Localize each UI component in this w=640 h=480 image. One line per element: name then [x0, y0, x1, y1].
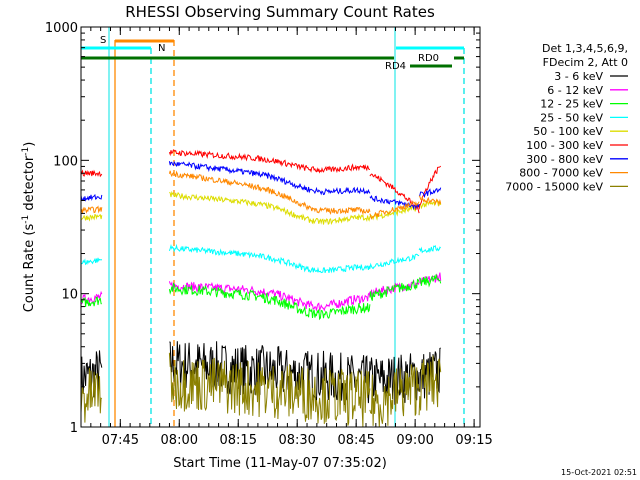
series-line	[80, 243, 442, 274]
series-line	[80, 190, 442, 226]
y-tick-label: 1000	[45, 21, 78, 36]
x-tick-label: 07:45	[102, 433, 139, 448]
legend-entry-label: 25 - 50 keV	[540, 111, 603, 124]
x-axis-label: Start Time (11-May-07 07:35:02)	[173, 456, 387, 471]
x-tick-label: 08:15	[220, 433, 257, 448]
x-tick-label: 08:30	[278, 433, 315, 448]
series-line	[80, 272, 442, 312]
legend-entry-label: 800 - 7000 keV	[519, 167, 603, 180]
data-layer: S N RD0 RD4	[80, 27, 465, 428]
series-line	[80, 160, 442, 210]
saa-label: S	[100, 35, 106, 46]
chart-title: RHESSI Observing Summary Count Rates	[125, 3, 435, 21]
axes-layer: 07:45 08:00 08:15 08:30 08:45 09:00 09:15 1 10 10…	[45, 21, 493, 448]
legend-entry-label: 3 - 6 keV	[554, 70, 603, 83]
legend-entry-label: 6 - 12 keV	[547, 84, 603, 97]
x-tick-label: 08:00	[161, 433, 198, 448]
y-tick-label: 1	[70, 421, 78, 436]
legend: Det 1,3,4,5,6,9, FDecim 2, Att 0 3 - 6 k…	[505, 42, 628, 193]
legend-header-line2: FDecim 2, Att 0	[543, 56, 628, 69]
y-axis-label: Count Rate (s-1 detector-1)	[21, 142, 37, 313]
y-axis-label-main: Count Rate (s	[22, 224, 37, 313]
legend-header-line1: Det 1,3,4,5,6,9,	[542, 42, 628, 55]
y-axis-label-end: )	[22, 142, 37, 147]
y-tick-label: 100	[53, 154, 78, 169]
y-axis-label-sup2: -1	[21, 147, 31, 156]
timestamp: 15-Oct-2021 02:51	[561, 468, 637, 477]
x-tick-label: 09:15	[455, 433, 492, 448]
rd0-label: RD0	[418, 53, 439, 64]
series-line	[80, 274, 442, 321]
y-axis-label-sup1: -1	[21, 215, 31, 224]
legend-entry-label: 300 - 800 keV	[526, 153, 603, 166]
legend-entry-label: 12 - 25 keV	[540, 98, 603, 111]
legend-entry-label: 100 - 300 keV	[526, 139, 603, 152]
x-tick-label: 08:45	[337, 433, 374, 448]
legend-entry-label: 7000 - 15000 keV	[505, 180, 603, 193]
series-line	[80, 170, 442, 220]
legend-entry-label: 50 - 100 keV	[533, 125, 603, 138]
series-line	[80, 352, 442, 428]
x-tick-label: 09:00	[396, 433, 433, 448]
y-axis-label-mid: detector	[22, 155, 37, 215]
series-line	[80, 149, 442, 214]
night-label: N	[158, 43, 165, 54]
plot-frame	[80, 26, 481, 428]
rd4-label: RD4	[385, 61, 406, 72]
y-tick-label: 10	[61, 288, 78, 303]
